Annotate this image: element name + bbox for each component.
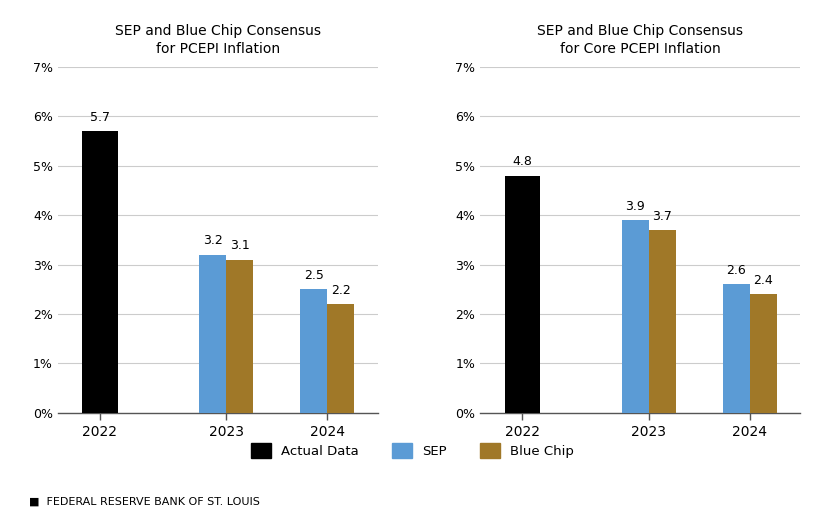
Text: ■  FEDERAL RESERVE BANK OF ST. LOUIS: ■ FEDERAL RESERVE BANK OF ST. LOUIS bbox=[29, 496, 260, 507]
Bar bbox=[723, 284, 750, 413]
Bar bbox=[200, 255, 226, 413]
Text: 5.7: 5.7 bbox=[90, 111, 110, 124]
Bar bbox=[82, 131, 117, 413]
Text: 2.2: 2.2 bbox=[331, 284, 351, 297]
Title: SEP and Blue Chip Consensus
for PCEPI Inflation: SEP and Blue Chip Consensus for PCEPI In… bbox=[115, 24, 321, 56]
Bar bbox=[750, 294, 776, 413]
Bar bbox=[226, 260, 253, 413]
Text: 2.5: 2.5 bbox=[304, 269, 323, 282]
Text: 2.6: 2.6 bbox=[726, 264, 746, 277]
Legend: Actual Data, SEP, Blue Chip: Actual Data, SEP, Blue Chip bbox=[251, 443, 574, 458]
Bar bbox=[622, 220, 648, 413]
Text: 3.7: 3.7 bbox=[653, 209, 672, 222]
Bar bbox=[300, 289, 328, 413]
Text: 4.8: 4.8 bbox=[512, 155, 532, 168]
Text: 3.2: 3.2 bbox=[203, 234, 223, 247]
Title: SEP and Blue Chip Consensus
for Core PCEPI Inflation: SEP and Blue Chip Consensus for Core PCE… bbox=[537, 24, 743, 56]
Bar bbox=[648, 230, 676, 413]
Bar bbox=[328, 304, 354, 413]
Bar bbox=[505, 176, 540, 413]
Text: 3.9: 3.9 bbox=[625, 200, 645, 213]
Text: 3.1: 3.1 bbox=[230, 239, 249, 252]
Text: 2.4: 2.4 bbox=[753, 274, 773, 287]
